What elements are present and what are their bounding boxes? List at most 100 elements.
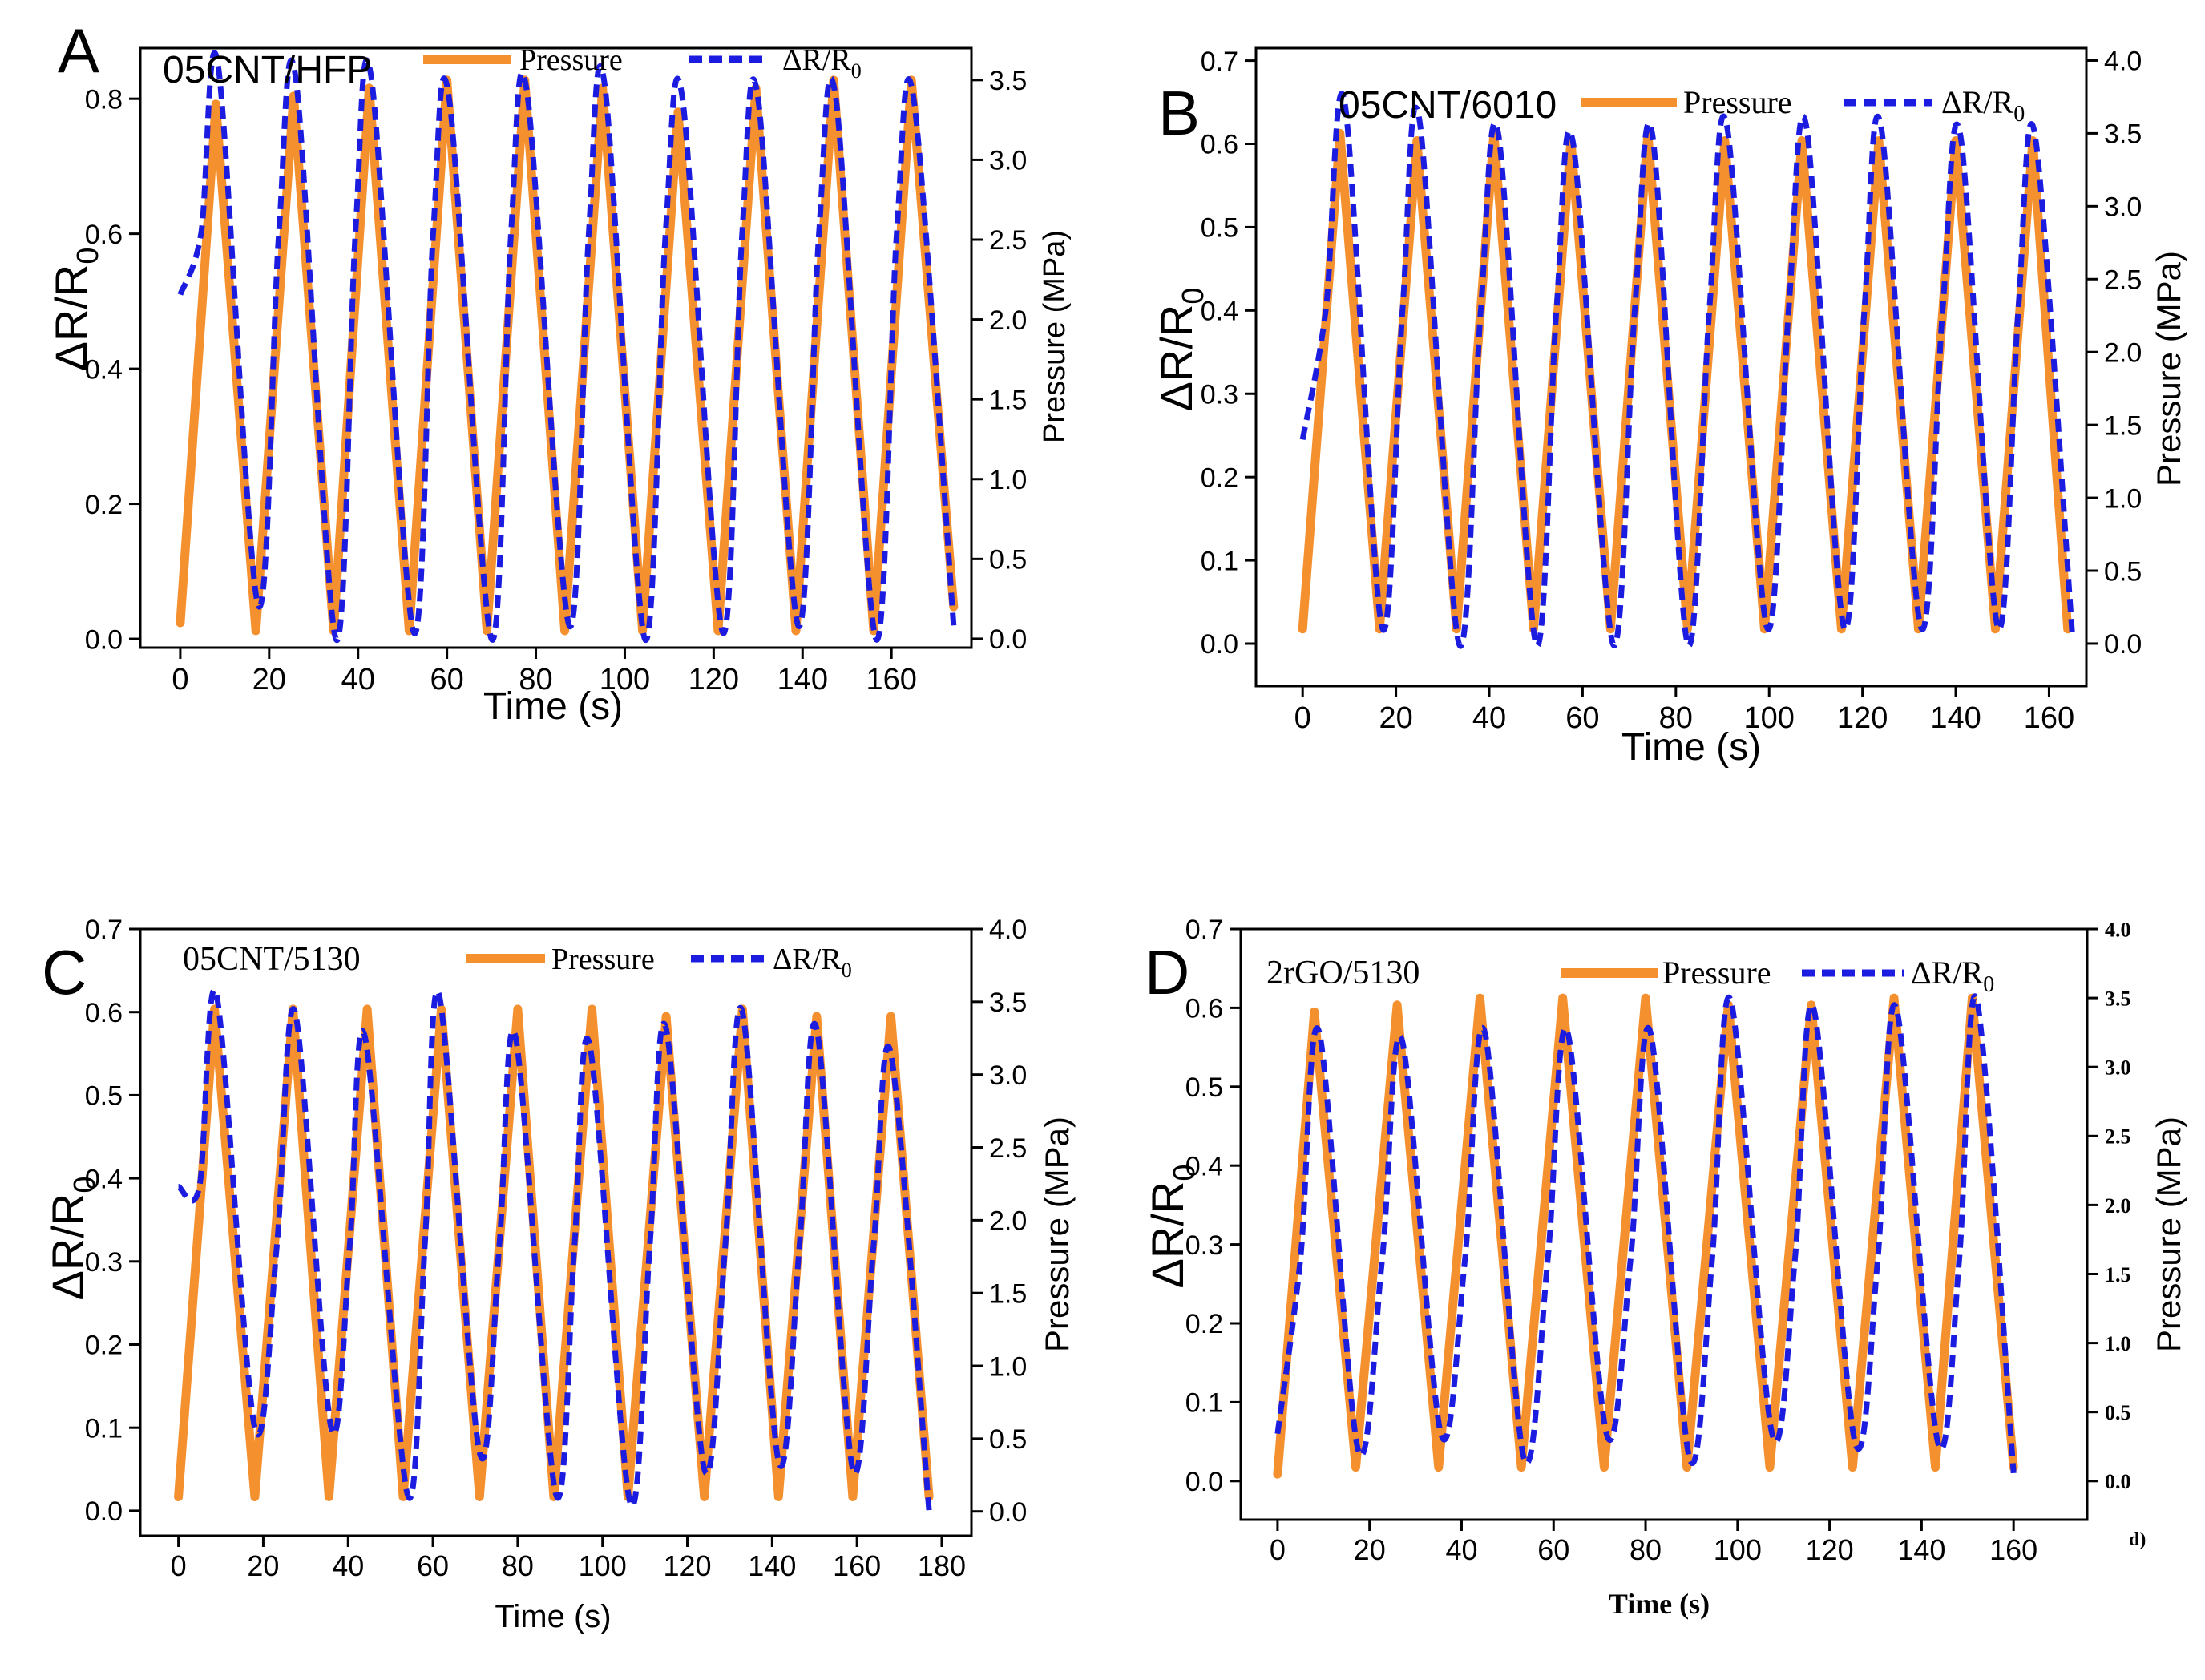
panel-c-y-axis: 0.0 0.1 0.2 0.3 0.4 0.5 0.6 0.7	[85, 915, 140, 1527]
panel-a-pressure-point	[292, 95, 295, 98]
panel-b-x-tick-label: 160	[2024, 701, 2074, 735]
panel-d-y-tick-label: 0.6	[1185, 994, 1223, 1024]
panel-c-resistance-point	[741, 1011, 744, 1014]
panel-b-y-tick-label: 0.2	[1201, 462, 1238, 493]
panel-d-pressure-point	[1520, 1466, 1523, 1469]
panel-b-resistance-point	[1805, 126, 1808, 129]
panel-a-resistance-point	[912, 97, 915, 100]
panel-c-resistance-point	[777, 1460, 780, 1463]
panel-c-x-tick-label: 100	[579, 1549, 627, 1582]
panel-d-resistance-point	[2012, 1472, 2015, 1475]
panel-d-pressure-point	[1313, 1010, 1316, 1013]
panel-a-resistance-point	[447, 97, 450, 100]
panel-b-pressure-point	[2066, 628, 2070, 631]
panel-b-y2-tick-label: 0.5	[2104, 556, 2142, 587]
panel-c-y2-tick-label: 2.0	[989, 1206, 1027, 1237]
panel-b-resistance-point	[1686, 642, 1689, 645]
panel-c-resistance-point	[664, 1027, 668, 1030]
panel-d-y-tick-label: 0.3	[1185, 1230, 1223, 1261]
panel-c-x-tick-label: 180	[918, 1549, 966, 1582]
panel-a-pressure-point	[214, 103, 217, 106]
panel-d-pressure-series	[1273, 993, 2018, 1479]
panel-d-y2-tick-label: 1.5	[2105, 1263, 2131, 1286]
panel-d-y-tick-label: 0.4	[1185, 1151, 1223, 1181]
panel-c-y2-tick-label: 0.0	[989, 1497, 1027, 1528]
panel-b-resistance-point	[1651, 134, 1654, 137]
panel-b-resistance-point	[1457, 642, 1460, 645]
panel-c-letter: C	[42, 937, 87, 1008]
panel-b-pressure-point	[1877, 139, 1880, 143]
panel-d-y-tick-label: 0.5	[1185, 1072, 1223, 1103]
panel-a-resistance-point	[681, 97, 685, 100]
panel-a-plot	[176, 50, 959, 644]
panel-b-resistance-point	[1534, 642, 1537, 645]
panel-a-resistance-point	[179, 293, 182, 297]
panel-b-y-tick-label: 0.6	[1201, 130, 1238, 160]
panel-d-pressure-point	[1602, 1466, 1605, 1469]
panel-b-y-tick-label: 0.0	[1201, 629, 1238, 660]
panel-b-resistance-point	[1611, 642, 1614, 645]
panel-a-x-tick-label: 140	[777, 663, 828, 697]
panel-c-y-tick-label: 0.5	[85, 1081, 123, 1112]
panel-c-pressure-point	[815, 1015, 818, 1018]
panel-d-y-tick-label: 0.0	[1185, 1467, 1223, 1497]
panel-b-y2-tick-label: 3.0	[2104, 192, 2142, 223]
panel-d-pressure-point	[1686, 1466, 1689, 1469]
panel-c-pressure-point	[890, 1015, 893, 1018]
panel-b-x-axis: 0 20 40 60 80 100 120 140 160	[1294, 686, 2074, 735]
panel-b-x-tick-label: 20	[1379, 701, 1412, 735]
panel-c-y2-tick-label: 1.5	[989, 1278, 1027, 1309]
panel-a-pressure-series	[176, 75, 959, 636]
panel-a-resistance-point	[952, 624, 955, 627]
panel-b-resistance-line	[1299, 91, 2075, 649]
panel-b-resistance-point	[1497, 134, 1500, 137]
panel-a-resistance-point	[604, 83, 607, 87]
panel-d-legend: Pressure ΔR/R0	[1561, 955, 1994, 997]
panel-c-resistance-point	[363, 1036, 366, 1039]
panel-b-x-tick-label: 140	[1930, 701, 1981, 735]
panel-c-x-tick-label: 120	[663, 1549, 711, 1582]
panel-c-y-axis-title: ΔR/R0	[42, 1177, 102, 1301]
panel-a-y-tick-label: 0.6	[85, 220, 123, 250]
panel-c-legend-resistance-label: ΔR/R0	[773, 943, 852, 982]
panel-a-resistance-point	[834, 97, 838, 100]
panel-d-y2-tick-label: 3.0	[2105, 1056, 2131, 1080]
panel-a-legend: Pressure ΔR/R0	[423, 43, 862, 83]
panel-d-y2-tick-label: 2.5	[2105, 1125, 2131, 1149]
panel-b-y-axis: 0.0 0.1 0.2 0.3 0.4 0.5 0.6 0.7	[1201, 46, 1256, 660]
panel-d-plot	[1273, 993, 2018, 1479]
panel-d-resistance-point	[1356, 1448, 1359, 1451]
panel-a-pressure-point	[486, 629, 489, 632]
panel-d-resistance-point	[1649, 1030, 1652, 1033]
panel-b-y2-tick-label: 2.0	[2104, 337, 2142, 368]
panel-c-resistance-point	[177, 1185, 180, 1189]
panel-b-y2-tick-label: 0.0	[2104, 629, 2142, 660]
panel-d-resistance-series	[1274, 993, 2017, 1475]
panel-c-x-tick-label: 20	[247, 1549, 279, 1582]
panel-d-x-tick-label: 40	[1445, 1533, 1477, 1566]
panel-d-pressure-point	[1355, 1466, 1358, 1469]
panel-d: D 0 20 40 60 80 100 120 140 160 0.00.10.20.30.40…	[1142, 915, 2187, 1620]
panel-a-pressure-point	[794, 629, 798, 632]
panel-b-resistance-point	[1959, 134, 1962, 137]
panel-a-pressure-point	[676, 111, 680, 114]
panel-b-resistance-point	[1726, 126, 1729, 129]
panel-c-pressure-point	[516, 1008, 519, 1011]
panel-d-pressure-point	[1395, 1004, 1399, 1007]
panel-d-y2-tick-label: 0.5	[2105, 1401, 2131, 1424]
panel-d-y2-tick-label: 4.0	[2105, 918, 2131, 941]
panel-b-x-tick-label: 60	[1565, 701, 1599, 735]
panel-d-pressure-point	[1934, 1466, 1937, 1469]
panel-b-y2-tick-label: 3.5	[2104, 119, 2142, 150]
panel-d-y-tick-label: 0.7	[1185, 915, 1223, 945]
panel-c-legend-pressure-label: Pressure	[551, 943, 655, 976]
panel-c-resistance-point	[406, 1492, 409, 1496]
panel-a: A 0 20 40 60 80 100 120 140 160 0.00.20.40.60.8 …	[46, 15, 1072, 728]
panel-d-resistance-point	[1895, 1006, 1898, 1009]
panel-d-resistance-point	[1483, 1030, 1486, 1033]
panel-c-y-tick-label: 0.6	[85, 998, 123, 1028]
panel-a-resistance-point	[757, 97, 760, 100]
panel-b-x-tick-label: 120	[1837, 701, 1888, 735]
panel-d-pressure-point	[1437, 1466, 1440, 1469]
